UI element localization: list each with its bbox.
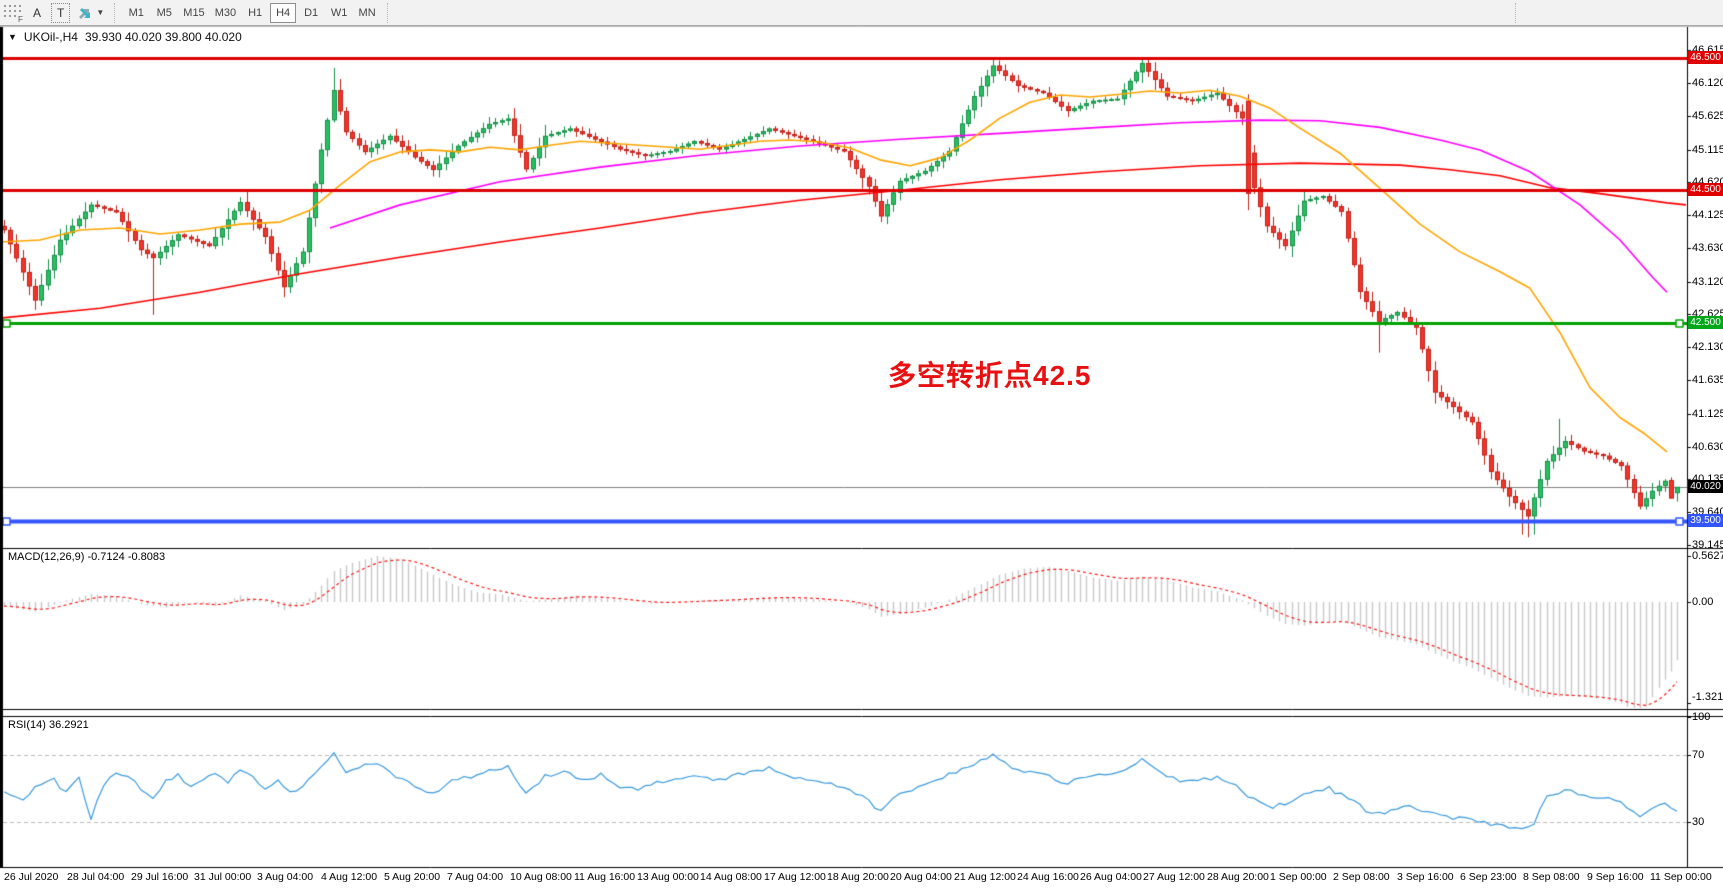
timeframe-button-group: M1 M5 M15 M30 H1 H4 D1 W1 MN (122, 2, 381, 23)
timeframe-button-m30[interactable]: M30 (211, 3, 240, 23)
timeframe-button-h1[interactable]: H1 (242, 3, 268, 23)
timeframe-button-d1[interactable]: D1 (298, 3, 324, 23)
chevron-down-icon: ▼ (96, 8, 105, 17)
timeframe-button-h4[interactable]: H4 (270, 2, 297, 23)
arrows-dropdown-button[interactable]: ▼ (76, 3, 104, 23)
timeframe-button-mn[interactable]: MN (354, 3, 380, 23)
toolbar-separator (114, 2, 116, 23)
text-label-t-icon-button[interactable]: T (51, 2, 71, 23)
toolbar-separator (387, 2, 389, 23)
toolbar-separator (1515, 2, 1517, 23)
toolbar: F A T ▼ M1 M5 M15 M30 H1 H4 D1 W1 MN (0, 0, 1723, 26)
text-a-icon-button[interactable]: A (27, 3, 47, 23)
grip-f-glyph: F (18, 15, 23, 23)
double-arrow-icon (79, 7, 91, 19)
timeframe-button-m15[interactable]: M15 (179, 3, 208, 23)
timeframe-button-m5[interactable]: M5 (151, 3, 177, 23)
timeframe-button-m1[interactable]: M1 (123, 3, 149, 23)
timeframe-button-w1[interactable]: W1 (326, 3, 352, 23)
toolbar-drag-grip-icon[interactable]: F (3, 3, 25, 23)
